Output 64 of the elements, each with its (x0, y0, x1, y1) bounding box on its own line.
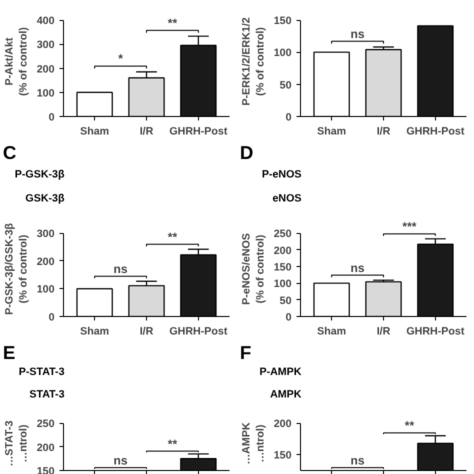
annotation: * (118, 52, 124, 66)
x-tick-label: Sham (80, 326, 110, 338)
y-tick-label: 100 (274, 47, 292, 60)
y-tick-label: 100 (36, 284, 55, 296)
y-tick-label: 100 (274, 278, 292, 290)
text: E (2, 342, 16, 363)
y-tick-label: 250 (274, 228, 292, 240)
annotation: ** (168, 230, 178, 244)
x-tick-label: I/R (140, 326, 154, 338)
y-tick-label: 50 (280, 294, 292, 307)
annotation: ** (168, 16, 178, 30)
x-tick-label: GHRH-Post (169, 326, 228, 338)
y-tick-label: 200 (36, 256, 55, 268)
annotation: ns (350, 260, 365, 275)
x-tick-label: I/R (140, 126, 154, 138)
text: F (240, 342, 252, 363)
y-tick-label: 0 (286, 112, 292, 124)
text: STAT-3 (29, 388, 65, 400)
x-tick-label: Sham (80, 126, 110, 138)
y-tick-label: 300 (36, 39, 55, 52)
text: eNOS (272, 192, 302, 204)
y-axis-title: P-Akt/Akt (% of control) (3, 26, 30, 96)
y-tick-label: 0 (48, 312, 55, 324)
y-tick-label: 300 (36, 228, 55, 240)
y-tick-label: 50 (280, 79, 292, 92)
x-tick-label: GHRH-Post (406, 126, 465, 138)
x-tick-label: I/R (376, 326, 391, 338)
y-tick-label: 100 (36, 87, 55, 100)
y-tick-label: 400 (36, 15, 55, 28)
y-tick-label: 150 (274, 15, 292, 28)
x-tick-label: GHRH-Post (406, 326, 465, 338)
x-tick-label: Sham (317, 126, 346, 138)
annotation: ns (350, 453, 365, 468)
annotation: *** (402, 219, 417, 234)
y-tick-label: 200 (36, 63, 55, 76)
text: AMPK (270, 388, 302, 400)
annotation: ns (350, 26, 365, 41)
y-axis-title: …AMPK …ntrol) (240, 422, 267, 465)
y-tick-label: 150 (274, 262, 292, 274)
annotation: ** (404, 418, 414, 433)
y-tick-label: 200 (36, 442, 55, 454)
y-axis-title: P-ERK1/2/ERK1/2 (% of control) (240, 17, 267, 106)
text: P-eNOS (262, 168, 302, 180)
y-tick-label: 0 (48, 112, 55, 124)
text: P-AMPK (259, 366, 302, 378)
y-axis-title: P-eNOS/eNOS (% of control) (240, 233, 267, 305)
text: C (2, 142, 16, 163)
text: P-STAT-3 (18, 366, 65, 378)
x-tick-label: Sham (317, 326, 346, 338)
y-tick-label: 150 (274, 450, 292, 462)
annotation: ns (114, 262, 128, 276)
text: GSK-3β (25, 192, 65, 204)
text: P-GSK-3β (14, 168, 65, 180)
y-tick-label: 250 (36, 418, 55, 430)
text: D (240, 142, 254, 163)
x-tick-label: I/R (376, 126, 391, 138)
annotation: ns (114, 453, 128, 468)
y-tick-label: 0 (286, 312, 292, 324)
x-tick-label: GHRH-Post (169, 126, 228, 138)
annotation: ** (168, 436, 178, 451)
y-tick-label: 200 (274, 418, 292, 430)
y-axis-title: …STAT-3 …ntrol) (3, 420, 30, 466)
y-axis-title: P-GSK-3β/GSK-3β (% of control) (3, 222, 30, 315)
y-tick-label: 200 (274, 244, 292, 257)
